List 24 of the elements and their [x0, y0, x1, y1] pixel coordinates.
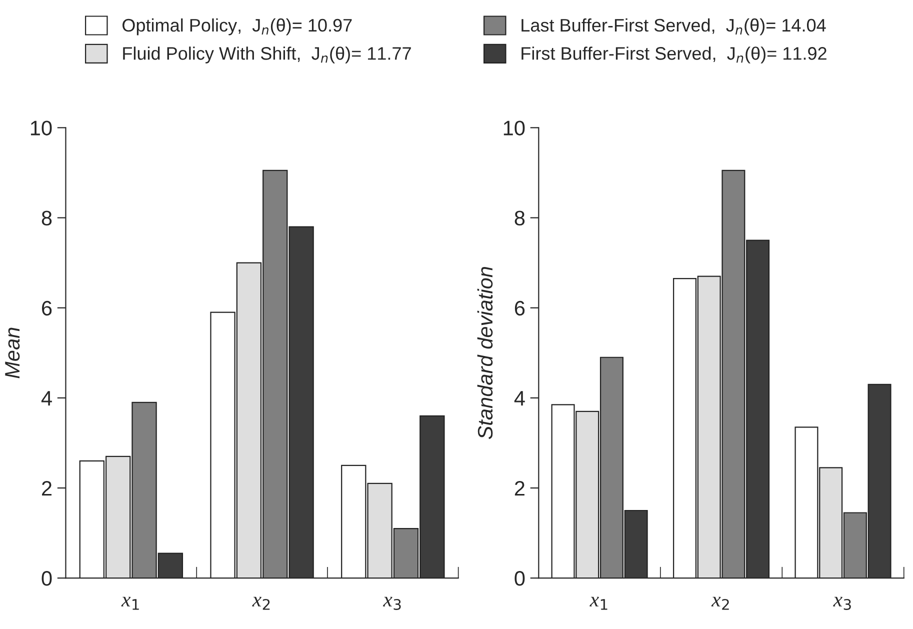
y-tick-label: 2 — [42, 480, 52, 496]
x-tick-label: x$_{1}$ — [121, 596, 139, 610]
y-axis-title: Mean — [5, 328, 20, 378]
y-tick-label: 0 — [514, 571, 525, 586]
y-tick-label: 4 — [41, 391, 52, 406]
y-tick-label: 0 — [42, 571, 52, 586]
y-tick-label: 6 — [42, 300, 52, 316]
x-tick-label: x$_{2}$ — [711, 596, 729, 610]
legend-label: Optimal Policy, J$_{n}$(θ)= 10.97 — [122, 18, 352, 36]
y-tick-label: 6 — [514, 300, 525, 316]
y-tick-label: 8 — [514, 210, 525, 226]
y-axis-title: Standard deviation — [477, 266, 493, 440]
y-tick-label: 8 — [42, 210, 52, 226]
x-tick-label: x$_{1}$ — [590, 596, 608, 610]
legend-label: First Buffer-First Served, J$_{n}$(θ)= 11.92 — [522, 46, 826, 64]
x-tick-label: x$_{2}$ — [252, 596, 270, 610]
y-tick-label: 4 — [514, 391, 525, 406]
x-tick-label: x$_{3}$ — [833, 596, 851, 610]
y-tick-label: 10 — [504, 120, 525, 136]
y-tick-label: 10 — [30, 120, 52, 136]
legend-label: Fluid Policy With Shift, J$_{n}$(θ)= 11.77 — [123, 46, 411, 64]
legend-label: Last Buffer-First Served, J$_{n}$(θ)= 14.04 — [522, 18, 826, 36]
y-tick-label: 2 — [514, 480, 524, 496]
x-tick-label: x$_{3}$ — [382, 596, 401, 610]
